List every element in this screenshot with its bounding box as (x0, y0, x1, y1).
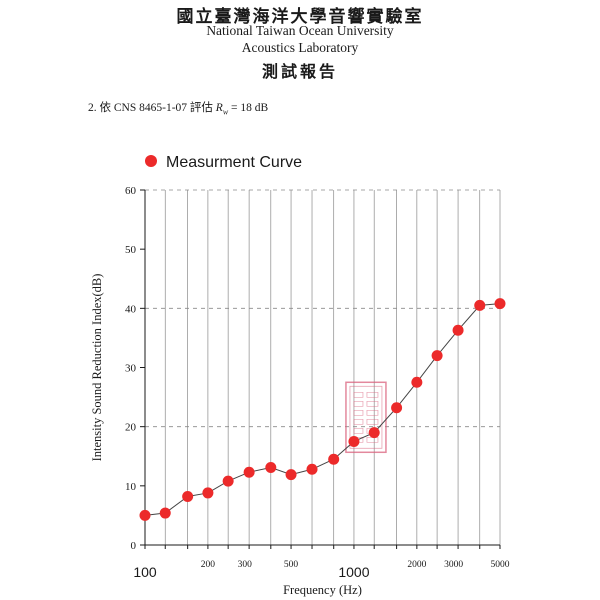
y-tick-label-10: 10 (125, 481, 137, 493)
data-point-400 (265, 461, 277, 473)
rw-symbol-letter: R (215, 102, 223, 114)
data-point-2500 (431, 350, 443, 362)
rw-symbol-subscript: w (222, 107, 229, 117)
data-point-5000 (494, 298, 506, 310)
grid (145, 189, 501, 545)
x-tick-label-1000: 1000 (338, 564, 369, 580)
x-tick-label-5000: 5000 (491, 560, 510, 570)
lab-title-english-line2: Acoustics Laboratory (241, 40, 359, 55)
data-point-630 (306, 463, 318, 475)
data-point-800 (328, 453, 340, 465)
x-tick-label-500: 500 (284, 560, 299, 570)
data-point-250 (222, 475, 234, 487)
data-point-1600 (391, 402, 403, 414)
rating-note: 2. 依 CNS 8465-1-07 評估 Rw = 18 dB (88, 99, 268, 116)
report-title: 測試報告 (261, 62, 338, 81)
rw-value: = 18 dB (231, 102, 269, 114)
x-axis-title: Frequency (Hz) (283, 583, 362, 597)
data-point-100 (139, 509, 151, 521)
axis-labels: Frequency (Hz) Intensity Sound Reduction … (90, 274, 362, 597)
data-point-125 (159, 507, 171, 519)
lab-title-chinese: 國立臺灣海洋大學音響實驗室 (176, 7, 424, 27)
data-point-1000 (348, 435, 360, 447)
data-point-1250 (368, 427, 380, 439)
series-line (144, 303, 501, 516)
lab-seal-stamp (345, 381, 387, 454)
stamp-glyph-row-0 (353, 391, 379, 398)
legend-label: Measurment Curve (166, 154, 302, 171)
legend-marker (145, 155, 157, 167)
y-tick-label-50: 50 (125, 244, 137, 256)
data-point-315 (243, 466, 255, 478)
stamp-glyph-row-3 (353, 418, 379, 425)
data-point-160 (182, 490, 194, 502)
rw-symbol: Rw (215, 102, 229, 117)
x-tick-label-300: 300 (238, 560, 253, 570)
y-axis-title: Intensity Sound Reduction Index(dB) (90, 274, 104, 462)
rating-note-prefix: 2. 依 CNS 8465-1-07 評估 (88, 102, 213, 114)
y-tick-label-60: 60 (125, 185, 137, 197)
y-tick-label-30: 30 (125, 363, 137, 375)
stamp-outer-border (345, 381, 387, 454)
y-tick-label-20: 20 (125, 422, 137, 434)
y-tick-label-40: 40 (125, 303, 137, 315)
data-point-3150 (452, 324, 464, 336)
x-tick-label-100: 100 (133, 564, 157, 580)
y-tick-label-0: 0 (131, 540, 137, 552)
x-tick-label-200: 200 (201, 560, 216, 570)
stamp-glyph-row-2 (353, 409, 379, 416)
lab-title-english-line1: National Taiwan Ocean University (206, 23, 394, 38)
x-tick-label-3000: 3000 (444, 560, 463, 570)
stamp-inner-border (349, 385, 383, 449)
data-point-200 (202, 487, 214, 499)
data-point-500 (285, 469, 297, 481)
stamp-glyph-row-1 (353, 400, 379, 407)
series-measurement-curve (139, 298, 506, 521)
data-point-2000 (411, 376, 423, 388)
axes: 0 10 20 30 40 50 60 100 1000 200 300 500 2000 3000 500… (125, 185, 510, 580)
legend: Measurment Curve (145, 154, 302, 171)
data-point-4000 (474, 299, 486, 311)
x-tick-label-2000: 2000 (407, 560, 426, 570)
